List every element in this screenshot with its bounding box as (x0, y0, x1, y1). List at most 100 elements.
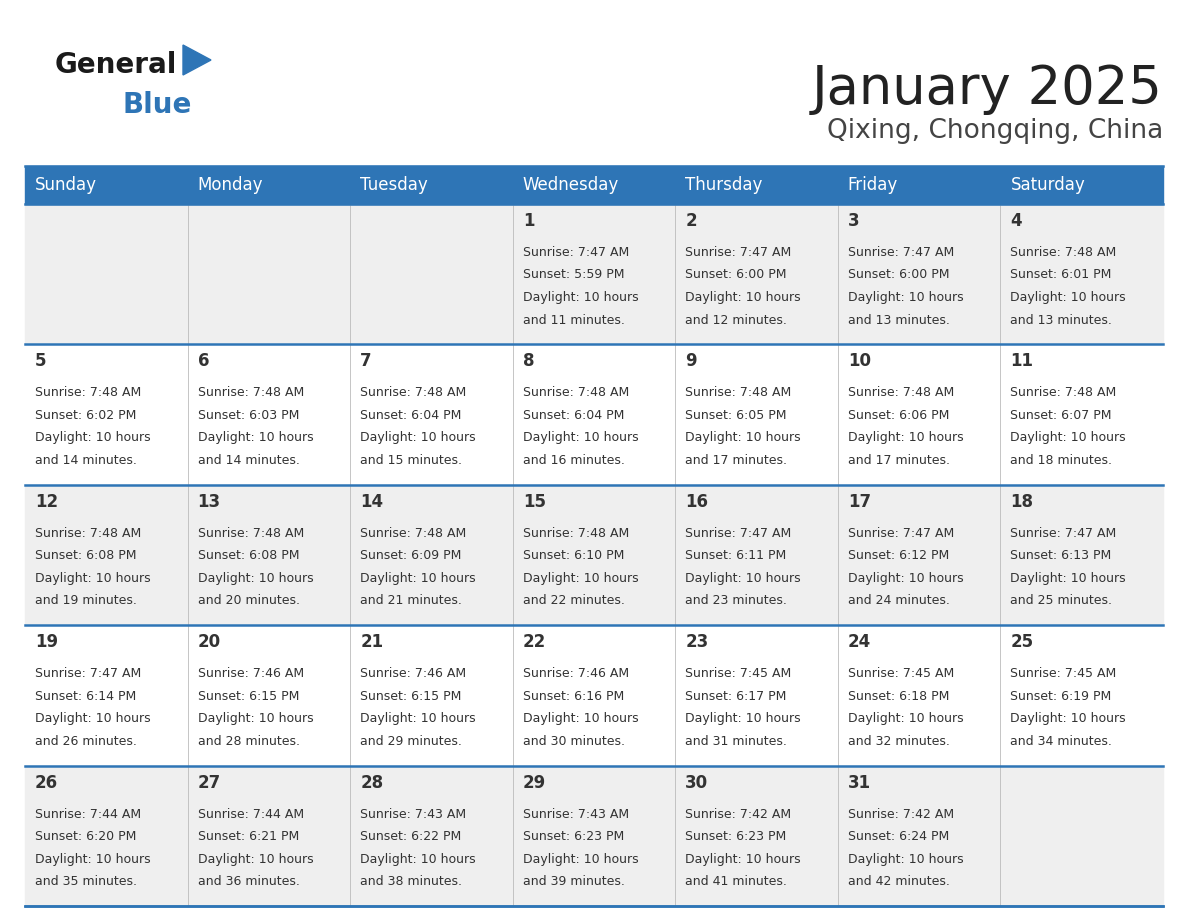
Text: Daylight: 10 hours: Daylight: 10 hours (1011, 291, 1126, 304)
Text: Daylight: 10 hours: Daylight: 10 hours (848, 291, 963, 304)
Text: Daylight: 10 hours: Daylight: 10 hours (360, 572, 475, 585)
Text: 18: 18 (1011, 493, 1034, 510)
Bar (25, 625, 188, 766)
Bar (1000, 344, 1163, 485)
Text: Sunset: 6:13 PM: Sunset: 6:13 PM (1011, 549, 1112, 563)
Text: and 26 minutes.: and 26 minutes. (34, 734, 137, 747)
Bar (513, 485, 675, 625)
Bar (1000, 625, 1163, 766)
Bar (675, 625, 838, 766)
Text: Sunrise: 7:47 AM: Sunrise: 7:47 AM (34, 667, 141, 680)
Text: Sunrise: 7:44 AM: Sunrise: 7:44 AM (197, 808, 304, 821)
Text: and 23 minutes.: and 23 minutes. (685, 594, 788, 608)
Text: Sunset: 6:06 PM: Sunset: 6:06 PM (848, 409, 949, 422)
Bar (513, 625, 675, 766)
Bar (350, 204, 513, 344)
Text: Sunset: 6:04 PM: Sunset: 6:04 PM (523, 409, 624, 422)
Bar (838, 625, 1000, 766)
Bar (25, 166, 1163, 204)
Text: January 2025: January 2025 (813, 63, 1163, 115)
Text: Sunrise: 7:48 AM: Sunrise: 7:48 AM (523, 386, 628, 399)
Text: Sunrise: 7:45 AM: Sunrise: 7:45 AM (685, 667, 791, 680)
Text: Sunrise: 7:46 AM: Sunrise: 7:46 AM (523, 667, 628, 680)
Text: Daylight: 10 hours: Daylight: 10 hours (1011, 431, 1126, 444)
Text: 20: 20 (197, 633, 221, 651)
Text: Daylight: 10 hours: Daylight: 10 hours (523, 853, 638, 866)
Text: Sunrise: 7:42 AM: Sunrise: 7:42 AM (848, 808, 954, 821)
Text: and 34 minutes.: and 34 minutes. (1011, 734, 1112, 747)
Bar (838, 204, 1000, 344)
Text: Sunrise: 7:43 AM: Sunrise: 7:43 AM (360, 808, 466, 821)
Text: and 28 minutes.: and 28 minutes. (197, 734, 299, 747)
Text: 9: 9 (685, 353, 697, 370)
Text: 25: 25 (1011, 633, 1034, 651)
Bar (1000, 766, 1163, 906)
Text: and 29 minutes.: and 29 minutes. (360, 734, 462, 747)
Text: Daylight: 10 hours: Daylight: 10 hours (197, 712, 314, 725)
Text: Sunrise: 7:48 AM: Sunrise: 7:48 AM (197, 386, 304, 399)
Bar (188, 485, 350, 625)
Text: and 20 minutes.: and 20 minutes. (197, 594, 299, 608)
Text: and 30 minutes.: and 30 minutes. (523, 734, 625, 747)
Text: Daylight: 10 hours: Daylight: 10 hours (34, 431, 151, 444)
Text: Sunrise: 7:48 AM: Sunrise: 7:48 AM (1011, 246, 1117, 259)
Bar (675, 344, 838, 485)
Text: 29: 29 (523, 774, 546, 791)
Text: Sunset: 6:23 PM: Sunset: 6:23 PM (685, 830, 786, 843)
Text: Sunrise: 7:47 AM: Sunrise: 7:47 AM (1011, 527, 1117, 540)
Bar (25, 204, 188, 344)
Text: General: General (55, 51, 177, 79)
Text: and 32 minutes.: and 32 minutes. (848, 734, 949, 747)
Text: Daylight: 10 hours: Daylight: 10 hours (197, 572, 314, 585)
Text: Wednesday: Wednesday (523, 176, 619, 194)
Text: Sunrise: 7:44 AM: Sunrise: 7:44 AM (34, 808, 141, 821)
Text: Daylight: 10 hours: Daylight: 10 hours (848, 712, 963, 725)
Text: and 11 minutes.: and 11 minutes. (523, 314, 625, 327)
Bar (675, 766, 838, 906)
Text: and 18 minutes.: and 18 minutes. (1011, 453, 1112, 467)
Text: 31: 31 (848, 774, 871, 791)
Text: Sunset: 6:08 PM: Sunset: 6:08 PM (34, 549, 137, 563)
Bar (1000, 485, 1163, 625)
Text: Daylight: 10 hours: Daylight: 10 hours (360, 431, 475, 444)
Text: and 14 minutes.: and 14 minutes. (34, 453, 137, 467)
Text: Sunset: 6:15 PM: Sunset: 6:15 PM (360, 689, 461, 702)
Text: 4: 4 (1011, 212, 1022, 230)
Text: Daylight: 10 hours: Daylight: 10 hours (360, 853, 475, 866)
Text: and 39 minutes.: and 39 minutes. (523, 875, 625, 888)
Text: Sunrise: 7:48 AM: Sunrise: 7:48 AM (685, 386, 791, 399)
Text: Thursday: Thursday (685, 176, 763, 194)
Text: Daylight: 10 hours: Daylight: 10 hours (523, 431, 638, 444)
Text: and 25 minutes.: and 25 minutes. (1011, 594, 1112, 608)
Text: 23: 23 (685, 633, 708, 651)
Bar (25, 766, 188, 906)
Text: and 21 minutes.: and 21 minutes. (360, 594, 462, 608)
Bar (350, 344, 513, 485)
Bar (188, 204, 350, 344)
Text: 27: 27 (197, 774, 221, 791)
Text: Daylight: 10 hours: Daylight: 10 hours (685, 572, 801, 585)
Bar (188, 766, 350, 906)
Text: Sunset: 6:00 PM: Sunset: 6:00 PM (685, 268, 786, 282)
Text: 11: 11 (1011, 353, 1034, 370)
Text: Sunrise: 7:47 AM: Sunrise: 7:47 AM (848, 246, 954, 259)
Text: Sunset: 6:08 PM: Sunset: 6:08 PM (197, 549, 299, 563)
Text: 3: 3 (848, 212, 859, 230)
Text: 13: 13 (197, 493, 221, 510)
Text: Sunrise: 7:48 AM: Sunrise: 7:48 AM (197, 527, 304, 540)
Text: Saturday: Saturday (1011, 176, 1085, 194)
Text: Daylight: 10 hours: Daylight: 10 hours (34, 572, 151, 585)
Text: and 22 minutes.: and 22 minutes. (523, 594, 625, 608)
Text: 14: 14 (360, 493, 384, 510)
Bar (25, 485, 188, 625)
Text: Sunrise: 7:47 AM: Sunrise: 7:47 AM (848, 527, 954, 540)
Text: Daylight: 10 hours: Daylight: 10 hours (34, 712, 151, 725)
Text: Daylight: 10 hours: Daylight: 10 hours (360, 712, 475, 725)
Text: 24: 24 (848, 633, 871, 651)
Text: 12: 12 (34, 493, 58, 510)
Text: and 19 minutes.: and 19 minutes. (34, 594, 137, 608)
Text: and 17 minutes.: and 17 minutes. (685, 453, 788, 467)
Text: Sunset: 6:20 PM: Sunset: 6:20 PM (34, 830, 137, 843)
Text: and 15 minutes.: and 15 minutes. (360, 453, 462, 467)
Text: Sunset: 6:12 PM: Sunset: 6:12 PM (848, 549, 949, 563)
